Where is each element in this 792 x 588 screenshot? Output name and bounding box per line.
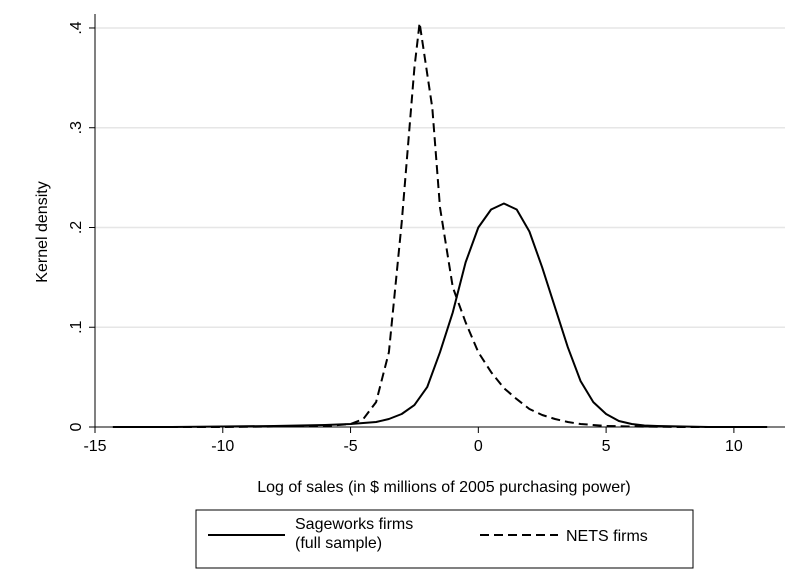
y-tick-label-3: .3 — [68, 121, 85, 134]
x-tick-label-4: 5 — [602, 438, 611, 455]
series-lines — [112, 22, 768, 428]
legend: Sageworks firms (full sample) NETS firms — [195, 509, 694, 569]
grid-lines — [95, 27, 785, 328]
legend-label-sageworks-line1: Sageworks firms — [295, 516, 413, 533]
y-tick-label-2: .2 — [68, 221, 85, 234]
x-tick-label-2: -5 — [343, 438, 357, 455]
y-tick-label-0: 0 — [68, 422, 85, 431]
legend-label-sageworks-line2: (full sample) — [295, 535, 382, 552]
tick-labels: 0 .1 .2 .3 .4 -15 -10 -5 0 5 10 — [68, 21, 743, 455]
legend-label-nets: NETS firms — [566, 528, 648, 545]
x-tick-label-5: 10 — [725, 438, 743, 455]
y-tick-label-4: .4 — [68, 21, 85, 34]
y-axis-title: Kernel density — [34, 181, 51, 282]
x-axis-title: Log of sales (in $ millions of 2005 purc… — [257, 479, 631, 496]
x-tick-label-3: 0 — [474, 438, 483, 455]
legend-box — [195, 509, 694, 569]
x-tick-label-0: -15 — [83, 438, 106, 455]
x-tick-label-1: -10 — [211, 438, 234, 455]
y-tick-label-1: .1 — [68, 320, 85, 333]
series-line-nets — [112, 22, 768, 428]
